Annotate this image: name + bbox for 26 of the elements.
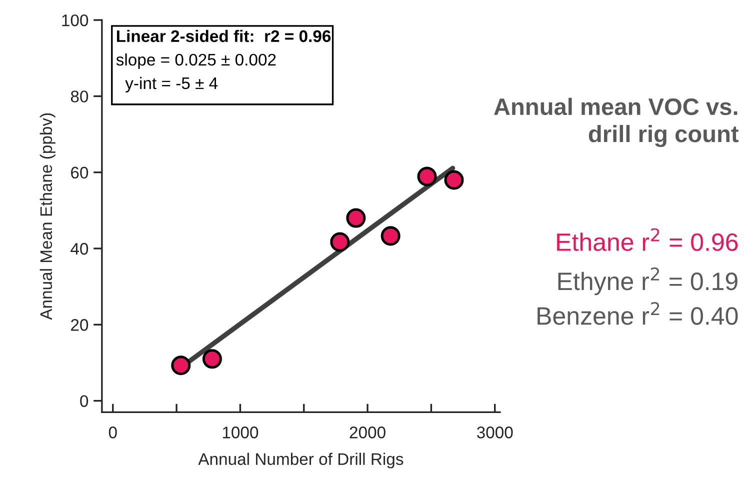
text: Benzene r$^{2}$ = 0.40 [538,302,738,325]
point [380,226,400,246]
y-tick-label: 40 [70,242,88,255]
point [417,166,437,186]
x-axis-title: Annual Number of Drill Rigs [198,452,404,468]
point [202,349,222,369]
x-tick-label: 2000 [350,426,386,438]
text: Annual mean VOC vs. drill rig count [494,98,739,148]
point [346,208,366,228]
x-tick-label: 0 [108,426,117,438]
y-tick-label: 20 [71,319,88,331]
annotation: slope = 0.025 ± 0.002 [116,53,276,69]
y-tick-label: 80 [70,90,88,102]
text: Ethyne r$^{2}$ = 0.19 [558,267,738,296]
y-axis-title: Annual Mean Ethane (ppbv) [40,113,56,320]
x-tick-label: 1000 [222,426,258,438]
text: Ethane r$^{2}$ = 0.96 [557,228,738,252]
y-tick-label: 0 [80,395,88,408]
x-tick-label: 3000 [476,426,513,438]
annotation: y-int = -5 ± 4 [125,76,218,92]
point [171,356,191,376]
y-tick-label: 100 [62,14,88,26]
point [330,232,350,252]
point [444,170,464,190]
y-tick-label: 60 [71,166,88,179]
annotation: Linear 2-sided fit: r2 = 0.96 [116,30,331,42]
